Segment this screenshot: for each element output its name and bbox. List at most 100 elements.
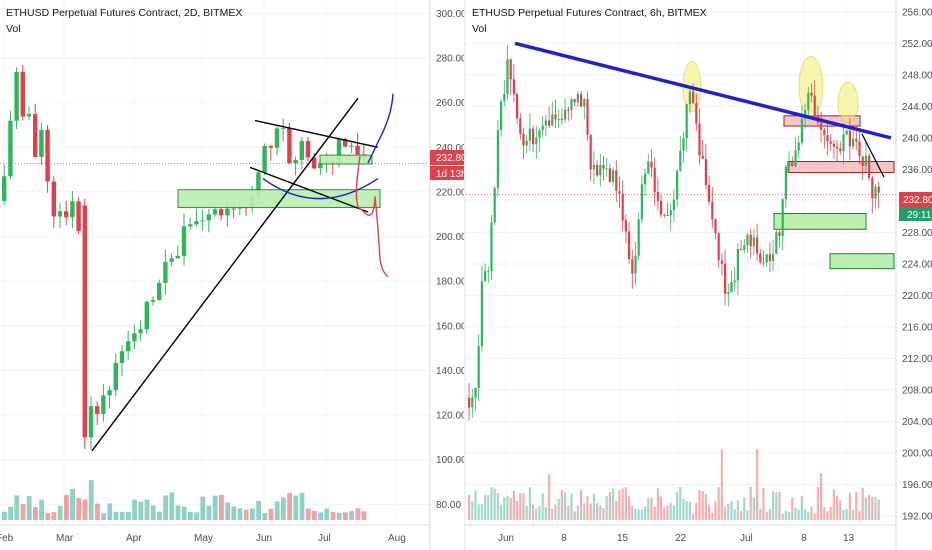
volume-bar-6h: [528, 487, 531, 520]
candle-body-2d: [132, 333, 137, 342]
candle-body-2d: [138, 329, 143, 334]
volume-bar-2d: [225, 502, 230, 520]
x-tick-label-6h: 8: [561, 533, 567, 544]
candle-body-6h: [608, 168, 611, 182]
volume-bar-6h: [717, 487, 720, 520]
volume-bar-2d: [20, 504, 26, 520]
volume-bar-6h: [788, 511, 791, 520]
volume-bar-6h: [570, 493, 573, 520]
candle-body-2d: [225, 208, 230, 216]
candle-body-2d: [57, 211, 63, 217]
volume-bar-6h: [685, 501, 688, 520]
candle-body-6h: [871, 178, 874, 199]
volume-bar-2d: [212, 495, 218, 520]
chart-pane-6h[interactable]: 192.00 196.00 200.00 204.00 208.00 212.00 216.…: [466, 0, 932, 550]
candle-body-2d: [157, 282, 162, 301]
trendline-bottom-2d: [249, 166, 369, 213]
candle-body-6h: [516, 94, 519, 119]
pane-divider[interactable]: [463, 0, 466, 550]
candle-body-6h: [660, 200, 663, 215]
candle-body-6h: [656, 192, 659, 201]
volume-bar-6h: [720, 449, 723, 520]
candle-body-6h: [548, 120, 551, 126]
candle-body-6h: [797, 142, 800, 151]
volume-bar-6h: [804, 509, 807, 520]
volume-bar-6h: [576, 505, 579, 520]
candle-body-2d: [262, 146, 267, 173]
y-tick-label-2d: 180.00: [436, 277, 464, 288]
candle-body-2d: [281, 127, 286, 129]
candle-body-6h: [570, 99, 573, 110]
candle-body-6h: [538, 130, 541, 138]
candle-body-6h: [813, 95, 816, 117]
candle-body-6h: [810, 93, 813, 96]
candle-body-6h: [743, 245, 746, 251]
volume-bar-6h: [519, 492, 522, 520]
volume-bar-2d: [107, 503, 113, 520]
chart-pane-2d[interactable]: 80.00 100.00 120.00 140.00 160.00 180.00 200.0…: [0, 0, 464, 550]
y-tick-label-6h: 216.00: [902, 322, 932, 333]
candle-body-6h: [650, 161, 653, 168]
candle-body-2d: [274, 128, 280, 148]
candle-body-2d: [349, 145, 354, 147]
volume-bar-2d: [45, 513, 51, 520]
candle-body-6h: [541, 125, 544, 131]
candle-body-6h: [573, 99, 576, 103]
volume-bar-6h: [816, 487, 819, 520]
candle-body-6h: [717, 233, 720, 261]
y-tick-label-6h: 228.00: [902, 228, 932, 239]
x-tick-label-6h: 22: [675, 533, 687, 544]
volume-bar-6h: [845, 509, 848, 520]
candle-body-6h: [692, 91, 695, 104]
candle-body-6h: [733, 280, 736, 283]
volume-bar-6h: [503, 497, 506, 520]
x-tick-label-2d: May: [194, 533, 213, 544]
y-tick-label-6h: 244.00: [902, 102, 932, 113]
candle-body-6h: [800, 118, 803, 143]
volume-bar-2d: [51, 512, 57, 520]
candle-body-6h: [672, 199, 675, 211]
volume-bar-6h: [615, 501, 618, 520]
y-tick-label-2d: 140.00: [436, 366, 464, 377]
candle-body-6h: [772, 253, 775, 262]
volume-bar-6h: [663, 507, 666, 520]
x-tick-label-6h: 8: [801, 533, 807, 544]
volume-bar-6h: [829, 506, 832, 520]
volume-bar-6h: [868, 494, 871, 520]
y-tick-label-6h: 204.00: [902, 417, 932, 428]
volume-bar-2d: [305, 508, 311, 520]
candle-body-6h: [532, 128, 535, 145]
y-tick-label-6h: 220.00: [902, 291, 932, 302]
volume-bar-6h: [695, 502, 698, 520]
volume-bar-6h: [624, 487, 627, 520]
volume-bar-6h: [855, 491, 858, 520]
drawings-6h: [466, 41, 896, 196]
volume-bar-6h: [688, 502, 691, 520]
volume-bar-2d: [361, 511, 367, 520]
volume-bar-6h: [618, 489, 621, 520]
candle-body-2d: [70, 201, 75, 218]
volume-bar-2d: [175, 505, 181, 520]
rounded-bottom-curve-2d: [262, 177, 379, 200]
volume-bar-6h: [676, 492, 679, 520]
last-price-text-6h: 232.80: [903, 195, 932, 206]
candle-body-2d: [2, 176, 7, 201]
volume-bar-6h: [548, 474, 551, 520]
candle-body-2d: [188, 224, 193, 227]
volume-bar-6h: [512, 490, 515, 520]
volume-bar-6h: [612, 488, 615, 520]
candle-body-6h: [720, 260, 723, 264]
volume-bar-2d: [144, 499, 150, 520]
candle-body-6h: [711, 201, 714, 220]
y-tick-label-2d: 200.00: [436, 232, 464, 243]
candle-body-6h: [874, 186, 877, 199]
candle-body-2d: [268, 146, 273, 148]
volume-bar-6h: [708, 504, 711, 520]
volume-bar-6h: [653, 506, 656, 520]
chart-2d-svg[interactable]: 80.00 100.00 120.00 140.00 160.00 180.00 200.0…: [0, 0, 464, 550]
candle-body-6h: [823, 129, 826, 136]
volume-bar-6h: [746, 510, 749, 520]
support-zone-upper-6h: [773, 213, 867, 230]
candles-2d: [2, 64, 366, 450]
chart-6h-svg[interactable]: 192.00 196.00 200.00 204.00 208.00 212.00 216.…: [466, 0, 932, 550]
